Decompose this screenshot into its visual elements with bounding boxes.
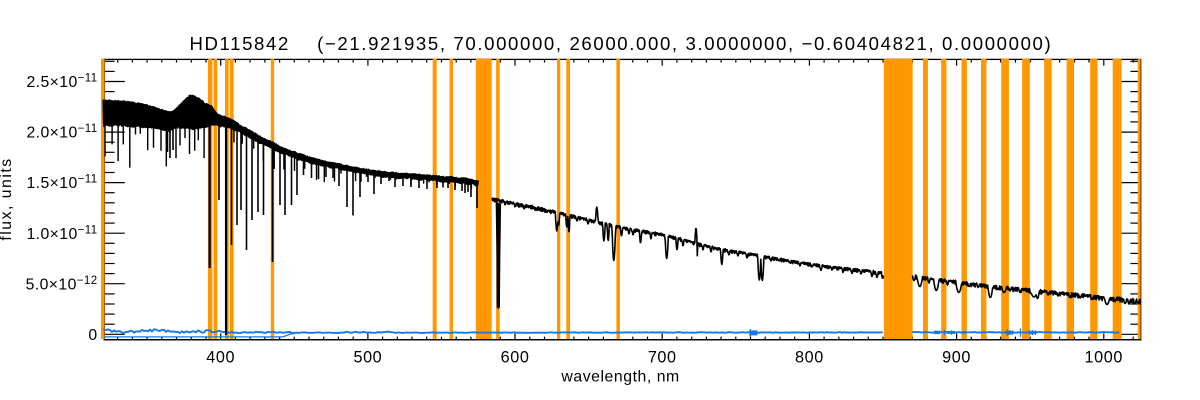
svg-text:0: 0 [88,327,97,344]
svg-text:400: 400 [206,348,235,366]
svg-text:900: 900 [942,348,971,366]
svg-text:1000: 1000 [1085,348,1123,366]
svg-text:600: 600 [501,348,530,366]
svg-text:700: 700 [648,348,677,366]
svg-text:500: 500 [353,348,382,366]
svg-text:flux, units: flux, units [0,157,15,240]
svg-text:HD115842 (−21.921935, 70.00: HD115842 (−21.921935, 70.000000, 26000.0… [189,33,1052,54]
svg-text:wavelength, nm: wavelength, nm [560,368,679,385]
svg-text:800: 800 [795,348,824,366]
